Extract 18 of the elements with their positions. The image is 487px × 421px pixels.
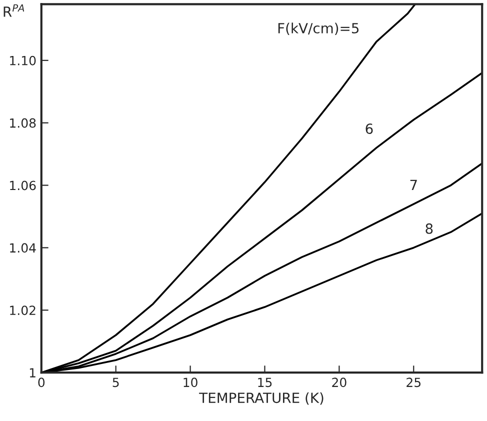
y-tick-label: 1.04 (10, 243, 36, 253)
y-axis-title: R$^{PA}$ (4, 4, 24, 17)
series-label: 8 (426, 223, 433, 234)
x-tick-label: 20 (332, 378, 346, 388)
y-tick-label: 1.10 (10, 56, 36, 66)
x-tick-label: 5 (112, 378, 119, 388)
y-tick-label: 1.08 (10, 118, 36, 128)
x-tick-label: 25 (406, 378, 420, 388)
y-tick-label: 1 (30, 368, 36, 378)
x-tick-label: 0 (38, 378, 45, 388)
x-tick-label: 15 (258, 378, 272, 388)
series-label: 7 (410, 180, 417, 190)
series-label: F(kV/cm)=5 (278, 22, 359, 36)
x-tick-label: 10 (184, 378, 198, 388)
x-axis-title: TEMPERATURE (K) (199, 392, 324, 405)
y-tick-label: 1.06 (10, 180, 36, 190)
y-tick-label: 1.02 (10, 306, 36, 316)
series-label: 6 (366, 124, 373, 134)
